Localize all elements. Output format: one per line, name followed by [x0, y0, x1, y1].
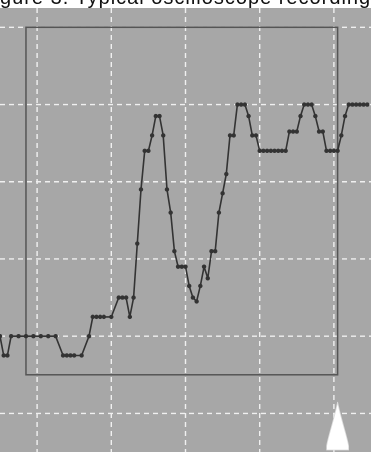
trace-point	[346, 102, 351, 107]
trace-point	[60, 353, 66, 358]
trace-point	[109, 314, 114, 320]
trace-point	[272, 148, 277, 154]
trace-point	[86, 333, 92, 339]
trace-point	[135, 241, 140, 246]
trace-point	[68, 353, 73, 358]
trace-point	[16, 333, 21, 339]
trace-point	[324, 148, 329, 154]
trace-point	[227, 133, 233, 138]
trace-point	[164, 187, 170, 192]
trace-point	[183, 264, 188, 269]
trace-point	[246, 113, 251, 119]
trace-point	[64, 353, 69, 358]
trace-point	[187, 283, 192, 289]
trace-point	[268, 148, 274, 154]
trace-point	[127, 314, 133, 320]
trace-point	[331, 148, 337, 154]
trace-point	[313, 113, 318, 119]
trace-point	[212, 249, 218, 254]
trace-point	[175, 264, 181, 269]
trace-point	[231, 133, 236, 138]
trace-point	[250, 133, 255, 138]
trace-point	[350, 102, 355, 107]
trace-point	[168, 210, 173, 215]
trace-point	[123, 295, 129, 300]
trace-point	[302, 102, 307, 107]
trigger-arrow-icon	[326, 401, 350, 451]
trace-point	[209, 249, 214, 254]
trace-point	[342, 113, 348, 119]
trace-point	[365, 102, 370, 107]
trace-point	[31, 333, 36, 339]
trace-point	[46, 333, 51, 339]
trace-point	[131, 295, 136, 300]
trace-point	[320, 129, 325, 134]
trace-point	[120, 295, 125, 300]
trace-point	[157, 113, 162, 119]
trace-point	[242, 102, 248, 107]
trace-point	[287, 129, 292, 134]
trace-point	[153, 113, 159, 119]
trace-point	[179, 264, 184, 269]
trace-point	[335, 148, 340, 154]
trace-point	[238, 102, 244, 107]
trace-point	[116, 295, 121, 300]
trace-point	[276, 148, 281, 154]
trace-point	[361, 102, 366, 107]
trace-point	[257, 148, 262, 154]
trace-point	[201, 264, 207, 269]
trace-point	[261, 148, 266, 154]
trace-point	[279, 148, 285, 154]
trace-point	[309, 102, 314, 107]
trace-point	[97, 314, 103, 320]
trace-point	[316, 129, 322, 134]
trace-point	[94, 314, 99, 320]
trace-point	[53, 333, 58, 339]
figure-caption-fragment: gure 3. Typical oscilloscope recording	[0, 0, 371, 8]
trace-point	[305, 102, 311, 107]
trace-point	[23, 333, 29, 339]
trace-point	[198, 283, 203, 289]
trace-point	[327, 148, 333, 154]
waveform-trace	[0, 102, 370, 358]
trace-point	[8, 333, 14, 339]
trace-point	[138, 187, 144, 192]
trace-point	[290, 129, 296, 134]
trace-point	[216, 210, 222, 215]
caption-text: gure 3. Typical oscilloscope recording	[0, 0, 371, 8]
trace-point	[79, 353, 84, 358]
trace-point	[72, 353, 77, 358]
trace-point	[205, 276, 210, 281]
oscilloscope-screen	[0, 8, 371, 452]
trace-point	[235, 102, 240, 107]
trace-point	[149, 133, 155, 138]
trace-point	[172, 249, 177, 254]
trace-point	[253, 133, 259, 138]
trace-point	[353, 102, 359, 107]
trace-point	[101, 314, 107, 320]
trace-point	[298, 113, 303, 119]
trace-point	[0, 333, 3, 339]
trace-point	[357, 102, 363, 107]
trace-point	[264, 148, 270, 154]
trace-point	[294, 129, 299, 134]
trace-point	[142, 148, 147, 154]
trace-point	[220, 191, 225, 196]
trace-point	[90, 314, 95, 320]
trace-point	[161, 133, 166, 138]
trace-point	[146, 148, 151, 154]
trace-point	[5, 353, 10, 358]
trace-point	[224, 171, 229, 177]
trace-point	[1, 353, 6, 358]
trace-point	[339, 133, 344, 138]
trace-point	[283, 148, 288, 154]
trace-point	[38, 333, 44, 339]
trigger-arrow-shape	[326, 401, 350, 451]
trace-point	[194, 299, 199, 304]
measurement-frame	[25, 26, 339, 376]
trace-point	[190, 295, 196, 300]
